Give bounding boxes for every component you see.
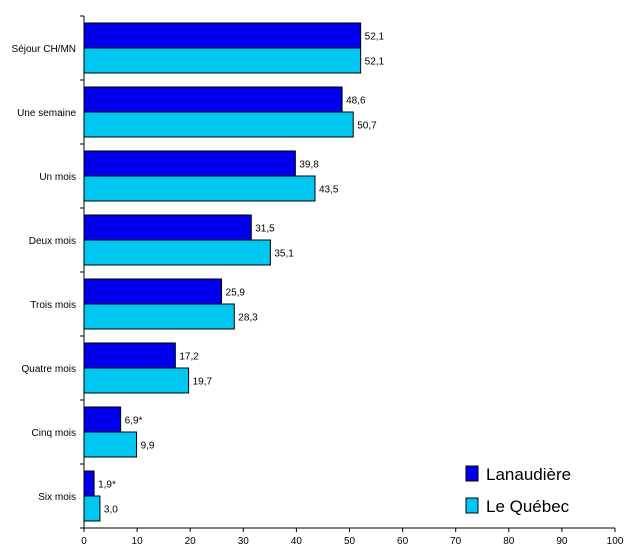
legend-label-quebec: Le Québec — [486, 497, 570, 516]
category-label: Une semaine — [17, 108, 76, 119]
bar-quebec-5 — [83, 367, 190, 394]
category-label: Un mois — [39, 172, 76, 183]
legend-swatch-quebec — [465, 497, 479, 514]
bar-lanaudiere-2 — [83, 150, 296, 177]
bars-layer: 52,1 52,1 48,6 50,7 39,8 43,5 31,5 35,1 25,9 28,3… — [83, 22, 385, 522]
bar-lanaudiere-3 — [83, 214, 252, 241]
bar-quebec-7 — [83, 495, 101, 522]
data-label: 3,0 — [104, 505, 118, 516]
data-label: 19,7 — [193, 377, 213, 388]
bar-quebec-6 — [83, 431, 138, 458]
bar-lanaudiere-4 — [83, 278, 223, 305]
x-tick-label: 10 — [132, 536, 144, 547]
data-label: 52,1 — [365, 57, 385, 68]
bar-quebec-1 — [83, 111, 354, 138]
category-label: Cinq mois — [32, 428, 76, 439]
category-label: Six mois — [38, 492, 76, 503]
data-label: 39,8 — [299, 160, 319, 171]
bar-quebec-2 — [83, 175, 316, 202]
category-label: Séjour CH/MN — [12, 44, 76, 55]
x-tick-label: 80 — [503, 536, 515, 547]
category-label: Quatre mois — [22, 364, 76, 375]
data-label: 43,5 — [319, 185, 339, 196]
x-tick-label: 50 — [344, 536, 356, 547]
data-label: 50,7 — [357, 121, 377, 132]
bar-quebec-0 — [83, 47, 362, 74]
data-label: 17,2 — [179, 352, 199, 363]
bar-lanaudiere-0 — [83, 22, 362, 49]
data-label: 28,3 — [238, 313, 258, 324]
x-tick-label: 60 — [397, 536, 409, 547]
data-label: 6,9* — [125, 416, 143, 427]
x-tick-label: 30 — [238, 536, 250, 547]
bar-lanaudiere-7 — [83, 470, 95, 497]
data-label: 35,1 — [274, 249, 294, 260]
bar-lanaudiere-6 — [83, 406, 122, 433]
data-label: 25,9 — [226, 288, 246, 299]
x-tick-label: 20 — [185, 536, 197, 547]
legend-swatch-lanaudiere — [465, 465, 479, 482]
x-tick-label: 0 — [81, 536, 87, 547]
x-tick-label: 100 — [607, 536, 624, 547]
data-label: 48,6 — [346, 96, 366, 107]
bar-lanaudiere-5 — [83, 342, 176, 369]
bar-lanaudiere-1 — [83, 86, 343, 113]
data-label: 31,5 — [255, 224, 275, 235]
category-label: Deux mois — [29, 236, 76, 247]
category-label: Trois mois — [30, 300, 76, 311]
data-label: 52,1 — [365, 32, 385, 43]
x-tick-label: 70 — [450, 536, 462, 547]
legend: Lanaudière Le Québec — [465, 465, 571, 516]
data-label: 9,9 — [141, 441, 155, 452]
bar-quebec-4 — [83, 303, 235, 330]
x-tick-label: 40 — [291, 536, 303, 547]
data-label: 1,9* — [98, 480, 116, 491]
bar-quebec-3 — [83, 239, 271, 266]
x-tick-label: 90 — [556, 536, 568, 547]
legend-label-lanaudiere: Lanaudière — [486, 465, 571, 484]
axes-layer: Séjour CH/MN Une semaine Un mois Deux mois T… — [12, 15, 624, 547]
